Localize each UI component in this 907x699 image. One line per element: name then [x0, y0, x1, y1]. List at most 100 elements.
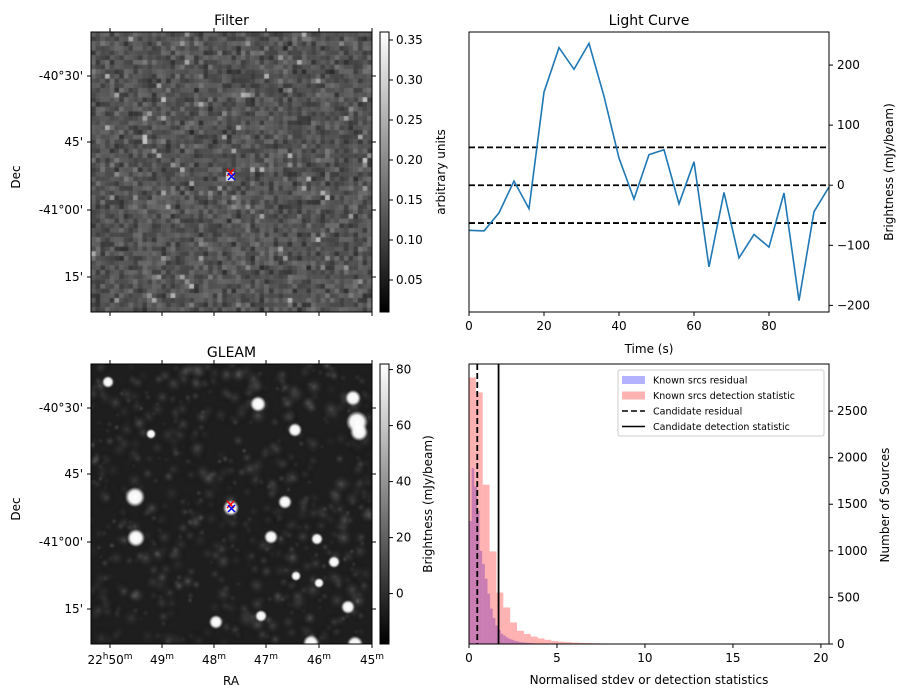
x-axis-label: Time (s) [624, 342, 674, 356]
legend-label: Known srcs residual [653, 376, 747, 387]
colorbar-tick-label: 60 [396, 419, 411, 433]
y-tick-label: 100 [837, 118, 860, 132]
filter-colorbar [380, 32, 389, 312]
detection-stat-bar [544, 639, 552, 644]
residual-bar [527, 642, 530, 644]
detection-stat-bar [496, 592, 504, 644]
y-tick-label: -40°30' [39, 69, 83, 83]
x-tick-label: 20 [813, 651, 828, 665]
residual-bar [508, 638, 512, 644]
residual-bar [476, 510, 480, 644]
residual-bar [471, 467, 475, 644]
legend-swatch [622, 376, 645, 384]
panel-title: Filter [214, 13, 249, 29]
image-frame [90, 363, 373, 645]
y-tick-label: 0 [837, 637, 845, 651]
light-curve-frame [468, 31, 830, 313]
residual-bar [482, 563, 485, 644]
y-axis-label: Dec [9, 497, 23, 520]
candidate-marker-blue [227, 172, 236, 181]
x-tick-label: 15 [725, 651, 740, 665]
image-frame [90, 31, 373, 313]
residual-bar [484, 578, 488, 644]
colorbar-tick-label: 40 [396, 475, 411, 489]
candidate-marker-blue [227, 504, 236, 513]
x-tick-label: 45m [360, 652, 384, 667]
detection-stat-bar [578, 642, 586, 644]
residual-bar [503, 635, 506, 644]
residual-bar [505, 637, 509, 644]
colorbar-frame [379, 363, 390, 645]
y-tick-label: -41°00' [39, 535, 83, 549]
y-tick-label: 1500 [837, 497, 868, 511]
detection-stat-bar [551, 641, 559, 644]
detection-stat-bar [489, 551, 497, 644]
colorbar-label: arbitrary units [434, 129, 448, 215]
residual-bar [487, 593, 491, 644]
detection-stat-bar [503, 607, 511, 644]
legend-label: Candidate detection statistic [653, 422, 790, 433]
x-tick-label: 60 [686, 319, 701, 333]
x-tick-label: 10 [637, 651, 652, 665]
legend-label: Known srcs detection statistic [653, 391, 795, 402]
y-tick-label: 15' [64, 270, 83, 284]
y-tick-label: 15' [64, 602, 83, 616]
residual-bar [516, 641, 520, 644]
residual-bar [521, 642, 525, 644]
x-tick-label: 49m [150, 652, 174, 667]
residual-bar [492, 617, 496, 644]
detection-stat-bar [475, 392, 483, 644]
y-tick-label: 45' [64, 135, 83, 149]
detection-stat-bar [482, 484, 490, 644]
y-tick-label: −200 [837, 298, 870, 312]
residual-bar [500, 633, 504, 644]
colorbar-tick-label: 80 [396, 363, 411, 377]
detection-stat-bar [537, 638, 545, 644]
residual-bar [474, 486, 477, 644]
y-tick-label: 2500 [837, 404, 868, 418]
residual-bar [511, 639, 514, 644]
legend-label: Candidate residual [653, 407, 742, 418]
colorbar-tick-label: 0.30 [396, 73, 423, 87]
x-axis-label: RA [223, 674, 240, 688]
x-tick-label: 40 [611, 319, 626, 333]
detection-stat-bar [565, 642, 572, 644]
detection-stat-bar [558, 641, 566, 644]
residual-bar [490, 608, 493, 644]
x-tick-label: 46m [307, 652, 331, 667]
residual-bar [524, 642, 528, 644]
y-tick-label: 500 [837, 590, 860, 604]
x-tick-label: 47m [254, 652, 278, 667]
y-tick-label: 2000 [837, 451, 868, 465]
x-tick-label: 80 [761, 319, 776, 333]
colorbar-label: Brightness (mJy/beam) [421, 435, 435, 573]
residual-bar [479, 550, 483, 644]
light-curve-line [468, 41, 830, 301]
y-tick-label: -40°30' [39, 401, 83, 415]
detection-stat-bar [571, 642, 579, 644]
colorbar-tick-label: 0 [396, 587, 404, 601]
y-axis-label: Number of Sources [878, 448, 892, 563]
y-tick-label: 200 [837, 58, 860, 72]
y-axis-label: Brightness (mJy/beam) [882, 103, 896, 241]
panel-title: Light Curve [609, 13, 690, 29]
colorbar-tick-label: 0.05 [396, 273, 423, 287]
y-tick-label: -41°00' [39, 203, 83, 217]
residual-bar [513, 640, 517, 644]
colorbar-tick-label: 0.25 [396, 113, 423, 127]
y-tick-label: 1000 [837, 544, 868, 558]
x-tick-label: 0 [465, 319, 473, 333]
x-tick-label: 20 [536, 319, 551, 333]
y-tick-label: 0 [837, 178, 845, 192]
legend-swatch [622, 391, 645, 400]
colorbar-tick-label: 0.10 [396, 233, 423, 247]
legend [617, 369, 825, 437]
x-tick-label: 22h50m [87, 652, 132, 667]
x-axis-label: Normalised stdev or detection statistics [530, 673, 769, 687]
x-tick-label: 48m [202, 652, 226, 667]
detection-stat-bar [469, 377, 476, 644]
panel-title: GLEAM [207, 345, 256, 361]
y-tick-label: 45' [64, 467, 83, 481]
